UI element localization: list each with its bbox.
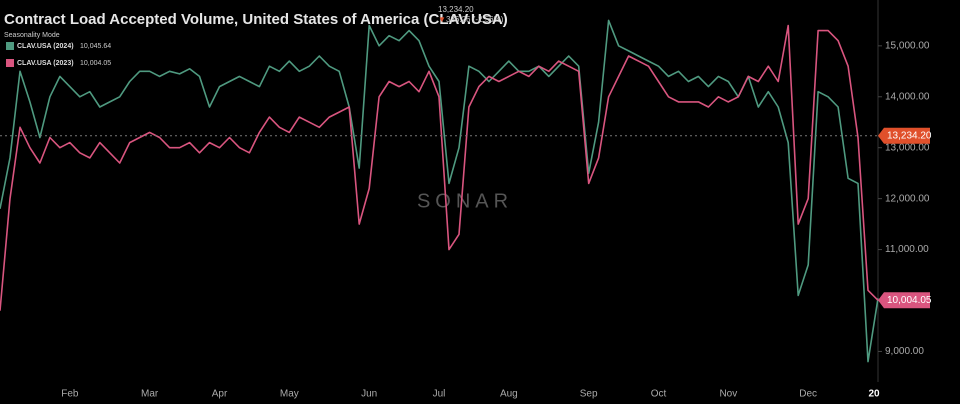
header-value: 13,234.20 [438,5,474,14]
legend-label: CLAV.USA (2023) [17,60,74,67]
y-tick-label: 9,000.00 [885,346,924,357]
x-tick-label: May [280,389,299,400]
x-tick-label: Oct [651,389,667,400]
x-tick-label: Feb [61,389,79,400]
series-line [0,24,879,311]
watermark: SONAR [417,190,513,212]
chart-title: Contract Load Accepted Volume, United St… [4,11,508,28]
x-tick-label: Nov [719,389,737,400]
legend-swatch [6,59,14,67]
x-tick-label: Aug [500,389,518,400]
y-tick-label: 15,000.00 [885,40,930,51]
x-tick-label: Dec [799,389,817,400]
header-change: 336.26 (-2.56%) [446,15,504,24]
x-tick-label: Jul [433,389,446,400]
legend-swatch [6,42,14,50]
y-tick-label: 14,000.00 [885,91,930,102]
marker-box [878,127,930,144]
x-tick-label: Jun [361,389,377,400]
marker-label: 10,004.05 [887,295,932,306]
legend-label: CLAV.USA (2024) [17,43,74,50]
x-tick-label: 20 [868,389,880,400]
x-tick-label: Apr [212,389,228,400]
x-tick-label: Sep [580,389,598,400]
header-arrow: ▼ [438,15,446,24]
x-tick-label: Mar [141,389,159,400]
y-tick-label: 13,000.00 [885,142,930,153]
legend-value: 10,045.64 [80,43,111,50]
y-tick-label: 12,000.00 [885,193,930,204]
y-tick-label: 11,000.00 [885,244,929,255]
marker-box [878,292,930,309]
legend-title: Seasonality Mode [4,32,60,39]
legend-value: 10,004.05 [80,60,111,67]
series-line [0,19,879,363]
marker-label: 13,234.20 [887,130,932,141]
